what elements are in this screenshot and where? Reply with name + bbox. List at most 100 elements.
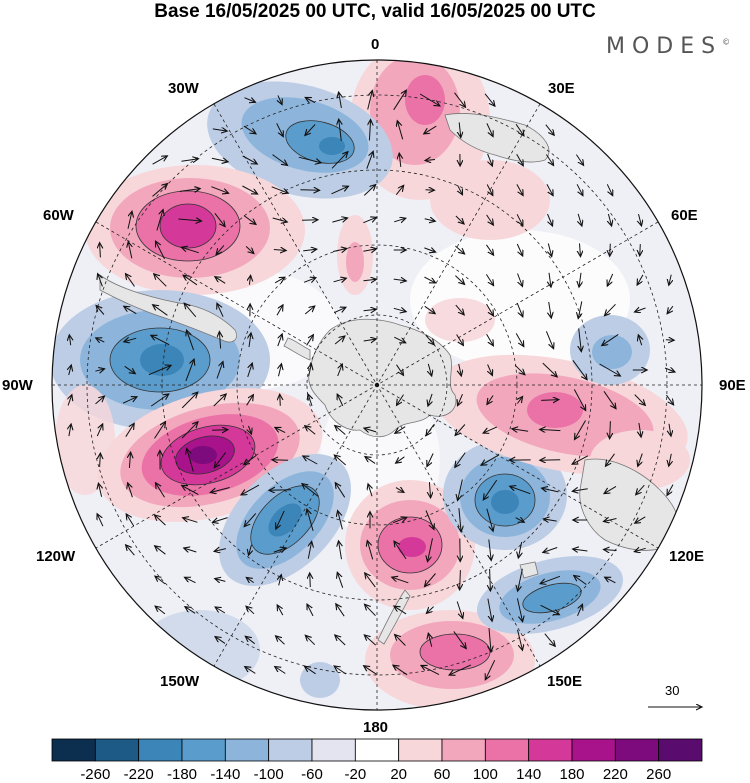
wind-vector-arrow <box>249 544 252 556</box>
colorbar-tick-label: 100 <box>472 766 498 783</box>
wind-vector-arrow <box>219 332 220 349</box>
wind-vector-arrow <box>243 125 256 134</box>
wind-vector-arrow <box>637 274 644 285</box>
wind-vector-arrow <box>69 424 71 437</box>
wind-vector-arrow <box>245 246 254 253</box>
wind-vector-arrow <box>573 389 585 410</box>
wind-vector-arrow <box>156 483 165 498</box>
wind-vector-arrow <box>393 665 408 676</box>
wind-vector-arrow <box>242 185 257 194</box>
wind-vector-arrow <box>424 219 436 221</box>
wind-vector-arrow <box>276 305 283 316</box>
wind-vector-arrow <box>455 215 464 224</box>
longitude-label-0: 0 <box>371 36 380 53</box>
wind-vector-arrow <box>156 241 165 260</box>
wind-vector-arrow <box>456 601 463 619</box>
wind-vector-arrow <box>68 395 72 406</box>
wind-vector-arrow <box>607 273 614 286</box>
colorbar-swatch <box>398 738 443 762</box>
latitude-circle-75s <box>306 314 448 456</box>
wind-vector-arrow <box>214 452 227 467</box>
wind-vector-arrow <box>95 396 105 405</box>
longitude-label-90w: 90W <box>2 377 33 394</box>
wind-vector-arrow <box>154 274 167 287</box>
wind-vector-arrow <box>274 277 285 284</box>
wind-vector-arrow <box>211 158 228 162</box>
wind-vector-arrow <box>455 424 466 436</box>
wind-vector-arrow <box>306 335 314 346</box>
wind-vector-arrow <box>336 604 345 617</box>
colorbar-swatch <box>268 738 313 762</box>
wind-vector-arrow <box>302 484 319 497</box>
wind-vector-arrow <box>183 518 198 523</box>
wind-vector-arrow <box>249 333 251 348</box>
anomaly-positive-160e <box>365 610 535 710</box>
wind-vector-arrow <box>424 248 435 252</box>
colorbar-swatch <box>571 738 616 762</box>
wind-vector-arrow <box>421 665 440 676</box>
wind-vector-arrow <box>334 336 345 345</box>
wind-vector-arrow <box>96 424 102 437</box>
wind-vector-arrow <box>367 541 374 560</box>
colorbar-swatch <box>658 738 703 762</box>
colorbar-tick-label: -20 <box>344 766 367 783</box>
wind-vector-arrow <box>665 394 673 405</box>
wind-vector-arrow <box>337 394 344 407</box>
wind-vector-arrow <box>455 304 464 315</box>
anomaly-negative-70e <box>570 315 650 385</box>
wind-vector-arrow <box>247 363 253 378</box>
wind-vector-arrow <box>395 488 404 493</box>
wind-vector-arrow <box>574 576 587 585</box>
wind-vector-arrow <box>185 577 196 584</box>
wind-vector-arrow <box>308 394 312 407</box>
wind-vector-arrow <box>634 548 646 551</box>
wind-vector-arrow <box>518 541 521 558</box>
longitude-label-90e: 90E <box>719 377 746 394</box>
wind-vector-arrow <box>667 305 674 314</box>
longitude-label-30e: 30E <box>548 80 575 97</box>
colorbar-swatch <box>441 738 486 762</box>
wind-vector-arrow <box>245 636 256 645</box>
wind-vector-arrow <box>303 456 318 465</box>
wind-vector-arrow <box>458 394 463 406</box>
wind-vector-arrow <box>216 245 225 254</box>
wind-vector-arrow <box>427 453 434 467</box>
wind-vector-arrow <box>516 184 523 195</box>
wind-vector-arrow <box>213 394 226 407</box>
wind-vector-arrow <box>129 452 130 468</box>
wind-vector-arrow <box>544 633 555 647</box>
wind-vector-arrow <box>541 400 559 401</box>
wind-vector-arrow <box>369 120 370 141</box>
south-pole-marker <box>374 382 380 388</box>
colorbar-swatch <box>354 738 400 762</box>
wind-vector-arrow <box>249 425 252 434</box>
wind-vector-arrow <box>152 184 168 197</box>
reference-vector-label: 30 <box>665 683 680 698</box>
wind-vector-arrow <box>576 184 583 195</box>
wind-vector-arrow <box>303 278 316 283</box>
wind-vector-arrow <box>273 250 286 251</box>
wind-vector-arrow <box>397 121 404 140</box>
wind-vector-arrow <box>512 429 529 431</box>
wind-vector-arrow <box>573 549 588 551</box>
wind-vector-arrow <box>126 274 135 287</box>
wind-vector-arrow <box>454 92 466 108</box>
wind-vector-arrow <box>485 244 493 255</box>
wind-vector-arrow <box>100 243 101 258</box>
colorbar-tick-label: 140 <box>516 766 542 783</box>
wind-vector-arrow <box>517 629 523 651</box>
wind-vector-arrow <box>154 422 166 439</box>
wind-vector-arrow <box>338 511 343 530</box>
wind-vector-arrow <box>155 546 166 555</box>
wind-vector-arrow <box>486 508 493 532</box>
wind-vector-arrow <box>575 154 583 166</box>
wind-vector-arrow <box>518 568 523 591</box>
wind-vector-arrow <box>310 573 311 588</box>
wind-vector-arrow <box>669 274 671 286</box>
wind-vector-arrow <box>304 666 316 675</box>
longitude-label-120w: 120W <box>36 548 76 565</box>
wind-vector-arrow <box>151 335 170 346</box>
wind-vector-arrow <box>608 213 611 226</box>
anomaly-positive-60w <box>85 165 305 295</box>
wind-vector-arrow <box>178 219 201 221</box>
